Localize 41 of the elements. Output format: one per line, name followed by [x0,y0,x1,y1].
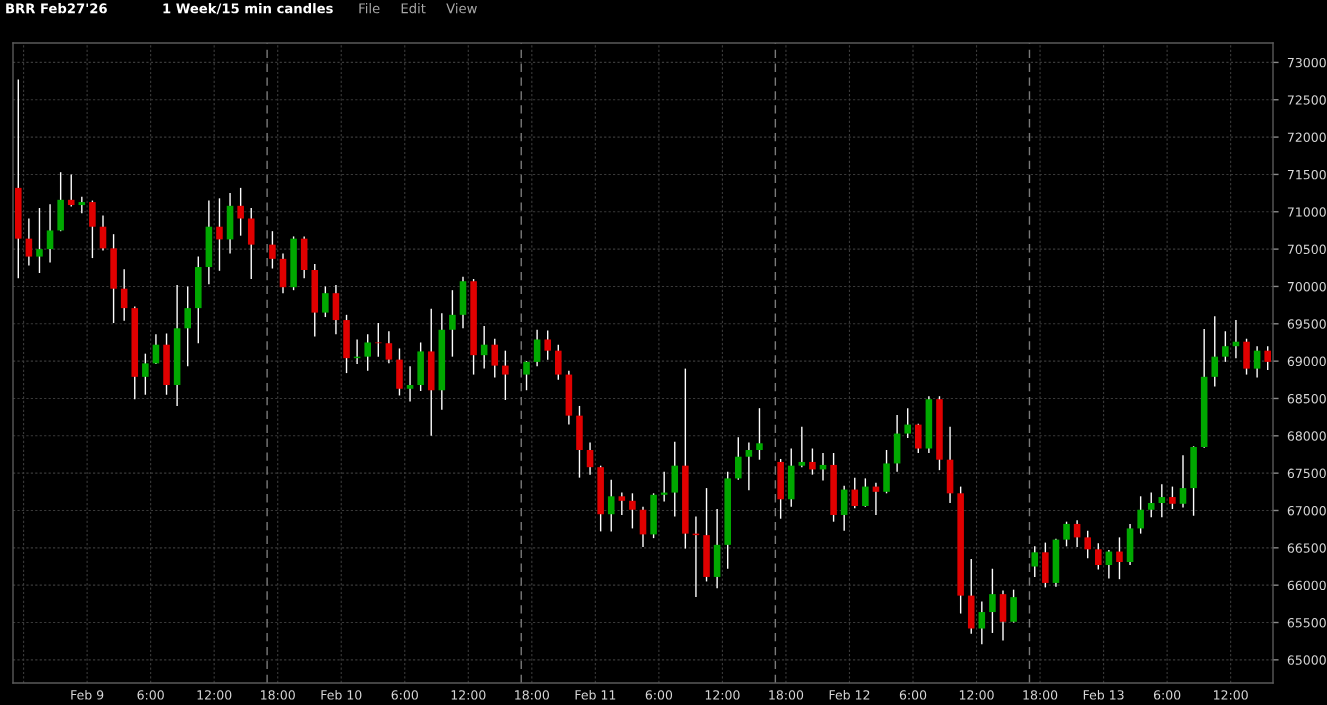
x-tick-label: 18:00 [515,690,549,700]
x-tick-label: 18:00 [261,690,295,700]
x-tick-label: 6:00 [899,690,927,700]
y-tick-label: 72500 [1287,95,1326,105]
x-tick-label: Feb 12 [829,689,870,700]
y-tick-label: 70500 [1287,244,1326,255]
y-tick-label: 68500 [1287,393,1326,404]
text: File [359,3,380,14]
text: View [446,3,477,14]
chart-subtitle: 1 Week/15 min candles [163,3,333,15]
x-tick-label: 6:00 [1153,690,1181,700]
y-tick-label: 72000 [1287,132,1326,143]
x-tick-label: 18:00 [1023,690,1058,700]
y-tick-label: 65500 [1287,617,1326,628]
x-tick-label: Feb 13 [1083,689,1124,700]
y-tick-label: 70000 [1287,281,1326,292]
y-tick-label: 71000 [1287,207,1326,217]
x-tick-label: 12:00 [959,690,994,700]
y-tick-label: 67000 [1287,505,1326,516]
y-tick-label: 68000 [1287,431,1326,441]
x-tick-label: Feb 10 [321,689,362,700]
y-tick-label: 71500 [1287,169,1326,180]
x-tick-label: 12:00 [451,690,486,700]
x-tick-label: Feb 11 [575,689,616,700]
x-tick-label: 18:00 [769,690,804,700]
y-tick-label: 66500 [1287,543,1326,553]
x-tick-label: 12:00 [1214,690,1248,700]
x-tick-label: Feb 9 [71,689,104,700]
y-tick-label: 73000 [1287,57,1326,68]
y-tick-label: 69500 [1287,319,1326,329]
y-tick-label: 65000 [1287,655,1326,665]
chart-title: BRR Feb27'26 [6,3,107,14]
x-tick-label: 12:00 [705,690,740,700]
y-tick-label: 66000 [1287,580,1326,591]
x-tick-label: 6:00 [391,690,418,700]
x-tick-label: 6:00 [137,690,164,700]
y-tick-label: 67500 [1287,468,1326,479]
x-tick-label: 6:00 [645,690,673,700]
text: Edit [401,3,426,14]
x-tick-label: 12:00 [197,690,232,700]
y-tick-label: 69000 [1287,356,1326,367]
